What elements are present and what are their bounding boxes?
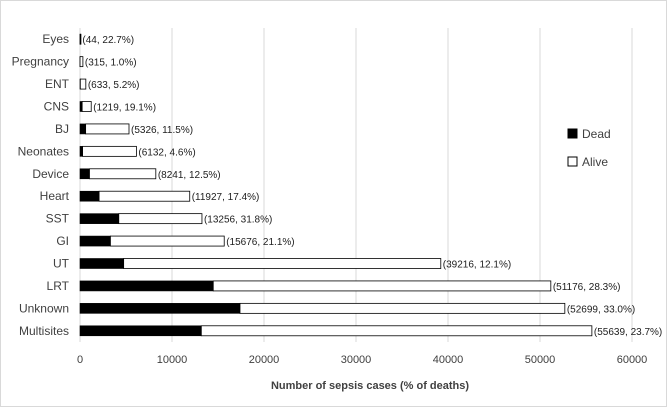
bar-dead-heart	[79, 190, 100, 202]
bar-dead-device	[79, 168, 90, 180]
data-label-ent: (633, 5.2%)	[88, 80, 140, 91]
legend: Dead Alive	[567, 127, 611, 169]
data-label-pregnancy: (315, 1.0%)	[85, 58, 137, 69]
category-label: Device	[32, 167, 69, 181]
category-label: SST	[46, 212, 70, 226]
bar-alive-eyes	[79, 33, 82, 45]
x-tick-label: 30000	[341, 354, 372, 366]
data-label-device: (8241, 12.5%)	[158, 170, 221, 181]
x-tick-label: 20000	[249, 354, 280, 366]
bar-alive-gi	[110, 235, 225, 247]
category-label: Unknown	[19, 301, 69, 315]
bars	[79, 33, 593, 337]
bar-alive-cns	[81, 101, 92, 112]
legend-label-alive: Alive	[582, 155, 608, 169]
bar-alive-multisites	[200, 325, 593, 337]
legend-swatch-alive	[567, 156, 578, 167]
bar-alive-bj	[85, 123, 130, 135]
category-label: CNS	[44, 100, 69, 114]
x-tick-label: 50000	[525, 354, 556, 366]
data-label-lrt: (51176, 28.3%)	[553, 282, 621, 293]
data-label-unknown: (52699, 33.0%)	[567, 304, 635, 315]
bar-alive-unknown	[239, 302, 566, 314]
bar-alive-ent	[79, 78, 87, 90]
bar-dead-gi	[79, 235, 111, 247]
data-label-neonates: (6132, 4.6%)	[138, 147, 195, 158]
data-label-heart: (11927, 17.4%)	[192, 192, 260, 203]
data-label-multisites: (55639, 23.7%)	[594, 327, 662, 338]
data-label-cns: (1219, 19.1%)	[93, 103, 156, 114]
category-label: ENT	[45, 77, 70, 91]
bar-alive-device	[89, 168, 157, 180]
bar-dead-lrt	[79, 280, 214, 292]
legend-label-dead: Dead	[582, 127, 611, 141]
bar-alive-heart	[98, 190, 191, 202]
category-label: Pregnancy	[12, 55, 69, 69]
category-label: UT	[53, 257, 70, 271]
x-tick-label: 10000	[157, 354, 188, 366]
bar-alive-pregnancy	[79, 56, 84, 68]
category-label: Eyes	[42, 32, 69, 46]
bar-dead-unknown	[79, 303, 241, 314]
bar-alive-sst	[118, 213, 203, 225]
labels: 0 10000 20000 30000 40000 50000 60000 Eyes (44, …	[12, 32, 663, 366]
data-label-ut: (39216, 12.1%)	[443, 260, 511, 271]
bar-dead-multisites	[79, 325, 202, 337]
data-label-sst: (13256, 31.8%)	[204, 215, 272, 226]
category-label: Heart	[40, 189, 70, 203]
category-label: LRT	[47, 279, 70, 293]
category-label: Multisites	[19, 324, 69, 338]
x-axis-title: Number of sepsis cases (% of deaths)	[271, 380, 469, 392]
bar-alive-neonates	[82, 145, 137, 157]
legend-swatch-dead	[567, 128, 578, 139]
bar-alive-lrt	[212, 280, 552, 292]
x-tick-label: 40000	[433, 354, 464, 366]
bar-dead-ut	[79, 258, 124, 269]
x-tick-label: 0	[77, 354, 83, 366]
category-label: BJ	[55, 122, 69, 136]
data-label-eyes: (44, 22.7%)	[82, 35, 134, 46]
category-label: GI	[56, 234, 69, 248]
bar-dead-bj	[79, 123, 86, 135]
bar-alive-ut	[123, 258, 442, 269]
bar-dead-sst	[79, 213, 120, 224]
x-tick-label: 60000	[617, 354, 648, 366]
data-label-bj: (5326, 11.5%)	[131, 125, 193, 136]
data-label-gi: (15676, 21.1%)	[226, 237, 294, 248]
category-label: Neonates	[18, 144, 69, 158]
